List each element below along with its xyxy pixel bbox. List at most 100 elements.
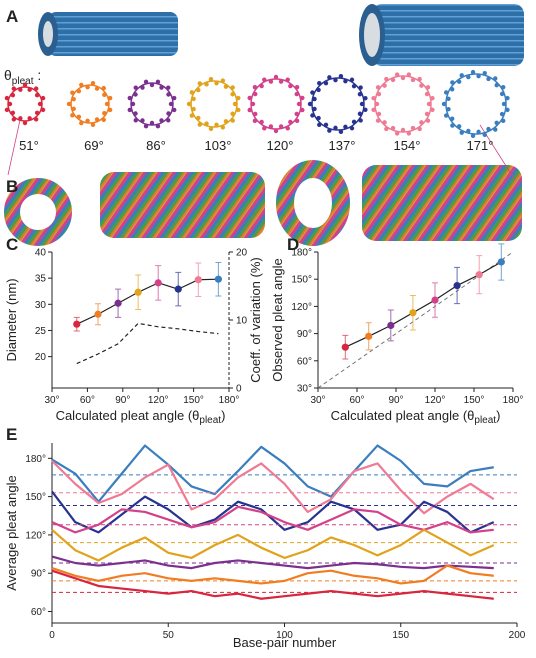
- ring-bead: [505, 95, 510, 101]
- ring-bead: [262, 77, 267, 82]
- y2-axis-label: Coeff. of variation (%): [248, 257, 263, 382]
- ring-bead: [102, 110, 107, 116]
- ring-bead: [450, 123, 455, 128]
- ring-angle-label: 171°: [467, 138, 494, 153]
- ring-angle-label: 69°: [84, 138, 104, 153]
- ring-bead: [446, 106, 451, 112]
- ring-bead: [425, 118, 431, 123]
- data-point: [497, 258, 505, 266]
- ring-bead: [133, 111, 138, 116]
- ring-bead: [450, 80, 455, 85]
- ring-bead: [253, 91, 258, 97]
- ring-bead: [127, 95, 132, 101]
- ring-bead: [410, 77, 416, 83]
- ring-bead: [300, 107, 305, 113]
- pleat-ring: [247, 74, 305, 134]
- ring-bead: [273, 74, 279, 80]
- ring-bead: [102, 92, 107, 98]
- ring-bead: [499, 111, 505, 117]
- panel-label: D: [287, 235, 299, 254]
- data-point: [387, 321, 395, 330]
- ring-bead: [499, 91, 505, 97]
- molecular-models: [4, 119, 522, 246]
- ring-bead: [400, 127, 406, 133]
- ring-bead: [493, 76, 498, 81]
- x-tick-label: 50: [163, 630, 175, 641]
- pleat-ring: [371, 72, 435, 136]
- ring-bead: [166, 85, 171, 90]
- ring-bead: [197, 81, 202, 86]
- ring-bead: [419, 120, 424, 125]
- ring-bead: [300, 95, 305, 101]
- panel-label: C: [6, 235, 18, 254]
- ring-bead: [441, 101, 447, 107]
- ring-bead: [94, 117, 100, 122]
- x-tick-label: 100: [276, 630, 293, 641]
- ring-bead: [357, 92, 363, 97]
- ring-bead: [166, 118, 171, 123]
- ring-angle-label: 51°: [19, 138, 39, 153]
- ring-bead: [4, 107, 10, 113]
- y-tick-label: 60°: [297, 356, 312, 367]
- ring-bead: [316, 115, 321, 121]
- ring-bead: [375, 85, 381, 90]
- ring-bead: [191, 106, 196, 112]
- ring-bead: [417, 76, 422, 82]
- ring-bead: [417, 126, 422, 132]
- ring-bead: [374, 101, 380, 107]
- ring-bead: [70, 90, 75, 95]
- ring-bead: [232, 101, 238, 107]
- ring-bead: [317, 122, 322, 128]
- ring-bead: [358, 118, 363, 123]
- ring-bead: [294, 118, 300, 124]
- ring-bead: [505, 107, 510, 113]
- ring-bead: [159, 118, 164, 123]
- y-axis-label: Diameter (nm): [4, 278, 19, 361]
- ring-bead: [259, 83, 264, 89]
- ring-bead: [425, 85, 431, 90]
- x-tick-label: 150: [392, 630, 409, 641]
- ring-bead: [159, 85, 164, 90]
- ring-bead: [476, 73, 481, 79]
- ring-bead: [191, 96, 196, 102]
- ring-bead: [22, 120, 28, 126]
- ring-bead: [149, 82, 155, 88]
- series-line: [51, 444, 494, 503]
- ring-bead: [10, 92, 16, 98]
- ring-bead: [338, 73, 344, 79]
- ring-bead: [466, 74, 471, 80]
- ring-bead: [66, 101, 72, 107]
- ring-bead: [430, 107, 435, 113]
- series-line: [345, 261, 502, 348]
- ring-bead: [278, 124, 284, 129]
- ring-bead: [220, 78, 226, 83]
- y-tick-label: 150°: [25, 492, 46, 503]
- ring-bead: [476, 129, 481, 135]
- ring-bead: [214, 80, 219, 86]
- x-tick-label: 120°: [425, 395, 446, 406]
- theta-subscript: pleat: [12, 76, 34, 87]
- ring-bead: [85, 84, 90, 90]
- ring-bead: [446, 96, 451, 102]
- series-line: [51, 528, 495, 562]
- ring-bead: [430, 95, 435, 101]
- y2-tick-label: 0: [236, 384, 242, 395]
- ring-bead: [252, 118, 258, 124]
- x-axis-label-part: Base-pair number: [233, 635, 337, 650]
- ring-bead: [285, 126, 290, 131]
- x-tick-label: 90°: [388, 395, 403, 406]
- y-tick-label: 60°: [31, 607, 46, 618]
- ring-bead: [343, 78, 348, 84]
- ring-bead: [262, 126, 267, 131]
- ring-bead: [323, 81, 329, 86]
- ring-bead: [288, 119, 293, 125]
- y-axis-label: Average pleat angle: [4, 475, 19, 590]
- ring-bead: [140, 118, 145, 123]
- ring-bead: [250, 101, 256, 107]
- ring-bead: [310, 113, 315, 118]
- ring-bead: [351, 83, 357, 89]
- ring-angle-label: 154°: [394, 138, 421, 153]
- ring-bead: [85, 118, 90, 124]
- ring-angle-label: 86°: [146, 138, 166, 153]
